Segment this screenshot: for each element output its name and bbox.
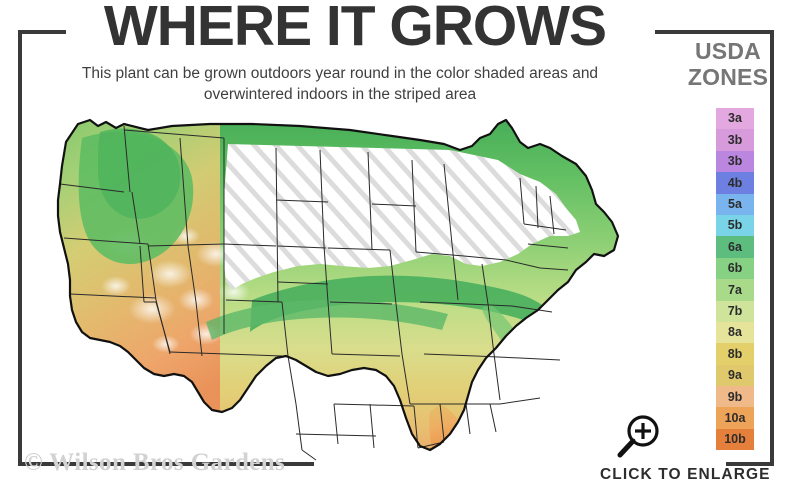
map-hatched-region <box>224 144 580 290</box>
usda-zones-heading-line2: ZONES <box>687 64 769 90</box>
usda-zone-swatch-9b: 9b <box>716 386 754 408</box>
map-green-band <box>206 275 548 340</box>
frame-border-top-left <box>18 30 66 34</box>
click-to-enlarge-label[interactable]: CLICK TO ENLARGE <box>600 466 771 483</box>
usda-zone-swatch-4b: 4b <box>716 172 754 194</box>
hardiness-zone-map[interactable] <box>20 104 670 464</box>
usda-zone-swatch-6b: 6b <box>716 257 754 280</box>
map-pnw-green <box>78 128 194 264</box>
magnifier-plus-icon[interactable] <box>612 414 664 460</box>
usda-zone-swatch-3b: 3b <box>716 129 754 151</box>
watermark-text: © Wilson Bros Gardens <box>24 449 286 476</box>
frame-border-bottom-right <box>726 462 774 466</box>
usda-zone-legend-list: 3a 3b 3b 4b 5a 5b 6a 6b 7a 7b 8a 8b 9a 9b 10a 10b <box>716 108 754 451</box>
map-mountain-mottle <box>101 227 250 353</box>
usda-zones-heading-line1: USDA <box>695 38 761 64</box>
page-subtitle: This plant can be grown outdoors year ro… <box>81 65 599 103</box>
usda-zone-swatch-9a: 9a <box>716 364 754 387</box>
usda-zone-swatch-5b: 5b <box>716 214 754 237</box>
frame-border-bottom-left <box>18 462 314 466</box>
magnifier-plus-svg <box>617 415 659 458</box>
page-title: WHERE IT GROWS <box>103 0 607 58</box>
frame-border-right <box>770 30 774 466</box>
usda-zone-swatch-10b: 10b <box>716 428 754 451</box>
map-national-outline <box>56 118 620 452</box>
usda-zones-heading: USDA ZONES <box>676 38 780 90</box>
usda-zone-swatch-8a: 8a <box>716 321 754 344</box>
usda-zone-swatch-3b-dup: 3b <box>716 150 754 173</box>
usda-zone-swatch-7a: 7a <box>716 279 754 301</box>
usda-zone-swatch-6a: 6a <box>716 236 754 258</box>
map-svg <box>56 118 620 461</box>
map-state-boundaries <box>59 125 569 461</box>
frame-border-left <box>18 30 22 466</box>
usda-zone-swatch-7b: 7b <box>716 300 754 322</box>
frame-border-top-right <box>655 30 774 34</box>
usda-zone-swatch-3a: 3a <box>716 108 754 130</box>
usda-zone-swatch-5a: 5a <box>716 193 754 215</box>
usda-zone-swatch-10a: 10a <box>716 407 754 429</box>
usda-zone-swatch-8b: 8b <box>716 343 754 365</box>
